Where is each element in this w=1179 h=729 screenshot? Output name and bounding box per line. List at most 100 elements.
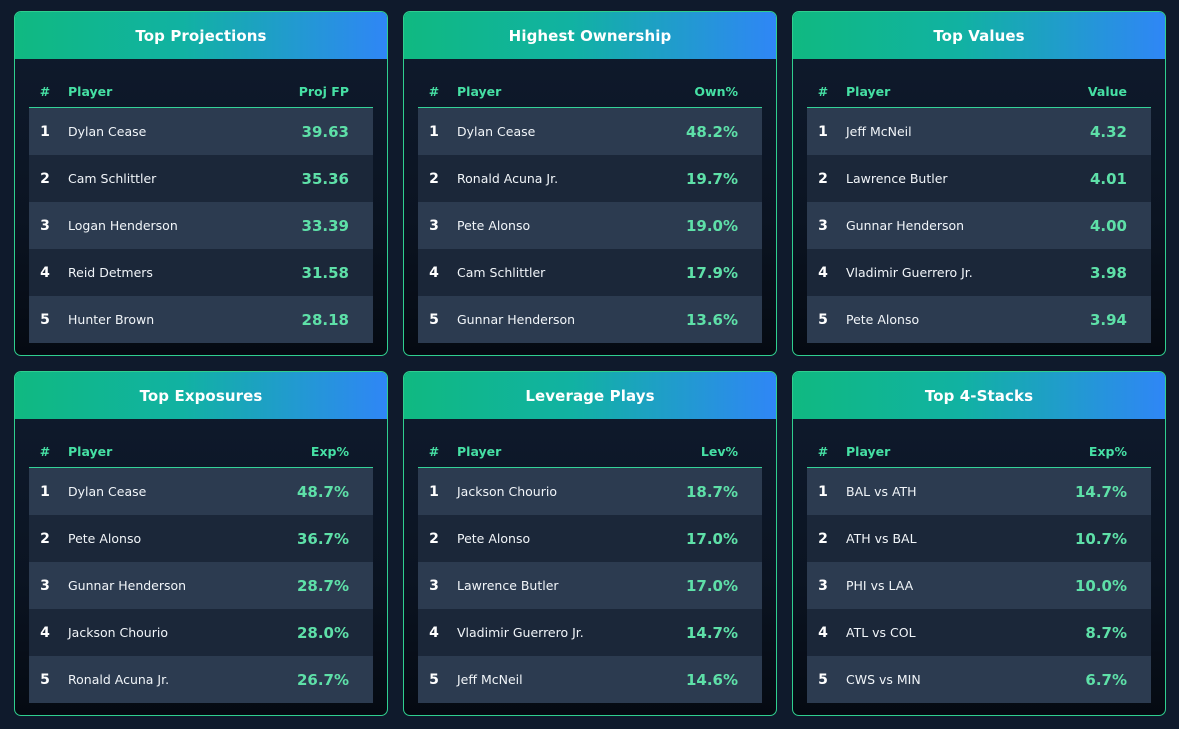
table-row[interactable]: 1 Jeff McNeil 4.32 — [807, 108, 1151, 155]
row-value: 13.6% — [685, 310, 738, 329]
row-player: Ronald Acuna Jr. — [68, 672, 170, 687]
row-value: 36.7% — [296, 529, 349, 548]
rank-column-header[interactable]: # — [428, 83, 440, 99]
row-rank: 4 — [818, 624, 828, 641]
table-row[interactable]: 1 Jackson Chourio 18.7% — [418, 468, 762, 515]
table-row[interactable]: 2 Pete Alonso 17.0% — [418, 515, 762, 562]
table-row[interactable]: 3 Gunnar Henderson 4.00 — [807, 202, 1151, 249]
table-row[interactable]: 4 Vladimir Guerrero Jr. 3.98 — [807, 249, 1151, 296]
table-row[interactable]: 4 Jackson Chourio 28.0% — [29, 609, 373, 656]
row-rank: 3 — [40, 217, 50, 234]
row-rank: 3 — [429, 577, 439, 594]
table-row[interactable]: 3 PHI vs LAA 10.0% — [807, 562, 1151, 609]
row-rank: 3 — [40, 577, 50, 594]
row-value: 17.0% — [685, 529, 738, 548]
row-rank: 1 — [429, 123, 439, 140]
row-player: Dylan Cease — [457, 124, 536, 139]
value-column-header[interactable]: Proj FP — [298, 83, 349, 99]
table-header: # Player Exp% — [29, 435, 373, 468]
table-row[interactable]: 4 ATL vs COL 8.7% — [807, 609, 1151, 656]
table-row[interactable]: 5 Pete Alonso 3.94 — [807, 296, 1151, 343]
row-player: Hunter Brown — [68, 312, 155, 327]
row-player: Dylan Cease — [68, 484, 147, 499]
row-rank: 1 — [40, 483, 50, 500]
player-column-header[interactable]: Player — [846, 443, 891, 459]
table-row[interactable]: 2 Pete Alonso 36.7% — [29, 515, 373, 562]
row-player: Gunnar Henderson — [846, 218, 965, 233]
panel-title: Leverage Plays — [404, 372, 776, 419]
table-row[interactable]: 2 Cam Schlittler 35.36 — [29, 155, 373, 202]
player-column-header[interactable]: Player — [68, 83, 113, 99]
row-value: 48.7% — [296, 482, 349, 501]
table-row[interactable]: 5 Hunter Brown 28.18 — [29, 296, 373, 343]
table-row[interactable]: 2 Ronald Acuna Jr. 19.7% — [418, 155, 762, 202]
value-column-header[interactable]: Lev% — [700, 443, 738, 459]
player-column-header[interactable]: Player — [846, 83, 891, 99]
row-value: 28.7% — [296, 576, 349, 595]
table-row[interactable]: 5 CWS vs MIN 6.7% — [807, 656, 1151, 703]
row-player: Vladimir Guerrero Jr. — [457, 625, 584, 640]
panel-top-exposures: Top Exposures # Player Exp% 1 Dylan Ceas… — [14, 371, 388, 716]
table-row[interactable]: 1 Dylan Cease 39.63 — [29, 108, 373, 155]
table-row[interactable]: 5 Ronald Acuna Jr. 26.7% — [29, 656, 373, 703]
table-row[interactable]: 3 Pete Alonso 19.0% — [418, 202, 762, 249]
row-rank: 4 — [429, 624, 439, 641]
rank-column-header[interactable]: # — [39, 443, 51, 459]
table-row[interactable]: 4 Reid Detmers 31.58 — [29, 249, 373, 296]
table-row[interactable]: 1 Dylan Cease 48.7% — [29, 468, 373, 515]
row-player: Pete Alonso — [68, 531, 142, 546]
value-column-header[interactable]: Exp% — [1088, 443, 1127, 459]
player-column-header[interactable]: Player — [457, 443, 502, 459]
rank-column-header[interactable]: # — [817, 83, 829, 99]
panel-title: Top Values — [793, 12, 1165, 59]
table-row[interactable]: 4 Cam Schlittler 17.9% — [418, 249, 762, 296]
panel-highest-ownership: Highest Ownership # Player Own% 1 Dylan … — [403, 11, 777, 356]
table-header: # Player Exp% — [807, 435, 1151, 468]
table-row[interactable]: 3 Lawrence Butler 17.0% — [418, 562, 762, 609]
row-player: Lawrence Butler — [457, 578, 559, 593]
row-value: 4.01 — [1089, 169, 1127, 188]
rank-column-header[interactable]: # — [39, 83, 51, 99]
row-player: Jeff McNeil — [457, 672, 523, 687]
value-column-header[interactable]: Exp% — [310, 443, 349, 459]
value-column-header[interactable]: Own% — [694, 83, 738, 99]
table-row[interactable]: 1 BAL vs ATH 14.7% — [807, 468, 1151, 515]
row-rank: 3 — [818, 217, 828, 234]
player-column-header[interactable]: Player — [68, 443, 113, 459]
player-column-header[interactable]: Player — [457, 83, 502, 99]
table-row[interactable]: 2 ATH vs BAL 10.7% — [807, 515, 1151, 562]
rank-column-header[interactable]: # — [817, 443, 829, 459]
row-player: Dylan Cease — [68, 124, 147, 139]
row-value: 35.36 — [301, 169, 349, 188]
row-player: Jackson Chourio — [457, 484, 557, 499]
table-row[interactable]: 2 Lawrence Butler 4.01 — [807, 155, 1151, 202]
panel-table: # Player Exp% 1 Dylan Cease 48.7% 2 Pete… — [29, 435, 373, 703]
table-row[interactable]: 3 Logan Henderson 33.39 — [29, 202, 373, 249]
row-player: Lawrence Butler — [846, 171, 948, 186]
rank-column-header[interactable]: # — [428, 443, 440, 459]
row-value: 8.7% — [1085, 623, 1127, 642]
row-value: 28.18 — [301, 310, 349, 329]
table-row[interactable]: 3 Gunnar Henderson 28.7% — [29, 562, 373, 609]
panel-title: Highest Ownership — [404, 12, 776, 59]
panel-top-projections: Top Projections # Player Proj FP 1 Dylan… — [14, 11, 388, 356]
row-value: 26.7% — [296, 670, 349, 689]
panel-leverage-plays: Leverage Plays # Player Lev% 1 Jackson C… — [403, 371, 777, 716]
table-row[interactable]: 5 Jeff McNeil 14.6% — [418, 656, 762, 703]
row-rank: 5 — [40, 311, 50, 328]
table-row[interactable]: 1 Dylan Cease 48.2% — [418, 108, 762, 155]
row-player: Jackson Chourio — [68, 625, 168, 640]
row-value: 4.32 — [1089, 122, 1127, 141]
row-rank: 4 — [818, 264, 828, 281]
table-row[interactable]: 4 Vladimir Guerrero Jr. 14.7% — [418, 609, 762, 656]
row-rank: 5 — [429, 671, 439, 688]
row-value: 48.2% — [685, 122, 738, 141]
dashboard-grid: Top Projections # Player Proj FP 1 Dylan… — [14, 11, 1166, 716]
row-value: 10.7% — [1074, 529, 1127, 548]
row-player: Cam Schlittler — [457, 265, 546, 280]
table-row[interactable]: 5 Gunnar Henderson 13.6% — [418, 296, 762, 343]
value-column-header[interactable]: Value — [1087, 83, 1127, 99]
row-value: 33.39 — [301, 216, 349, 235]
row-value: 14.7% — [1074, 482, 1127, 501]
row-player: Vladimir Guerrero Jr. — [846, 265, 973, 280]
